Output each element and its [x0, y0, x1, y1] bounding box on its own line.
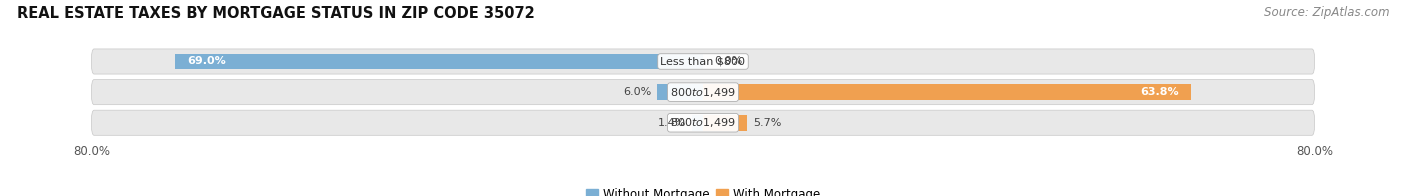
Text: 69.0%: 69.0%	[187, 56, 226, 66]
Text: 63.8%: 63.8%	[1140, 87, 1180, 97]
FancyBboxPatch shape	[91, 80, 1315, 105]
FancyBboxPatch shape	[91, 49, 1315, 74]
Text: 0.0%: 0.0%	[714, 56, 742, 66]
Text: $800 to $1,499: $800 to $1,499	[671, 116, 735, 129]
Text: $800 to $1,499: $800 to $1,499	[671, 86, 735, 99]
Bar	[703, 84, 1191, 100]
Bar	[176, 54, 703, 69]
Text: Less than $800: Less than $800	[661, 56, 745, 66]
Text: REAL ESTATE TAXES BY MORTGAGE STATUS IN ZIP CODE 35072: REAL ESTATE TAXES BY MORTGAGE STATUS IN …	[17, 6, 534, 21]
Bar	[703, 115, 747, 131]
Text: 1.4%: 1.4%	[658, 118, 686, 128]
Bar	[692, 115, 703, 131]
Text: 5.7%: 5.7%	[752, 118, 782, 128]
Text: Source: ZipAtlas.com: Source: ZipAtlas.com	[1264, 6, 1389, 19]
Legend: Without Mortgage, With Mortgage: Without Mortgage, With Mortgage	[581, 183, 825, 196]
Bar	[657, 84, 703, 100]
FancyBboxPatch shape	[91, 110, 1315, 135]
Text: 6.0%: 6.0%	[623, 87, 651, 97]
